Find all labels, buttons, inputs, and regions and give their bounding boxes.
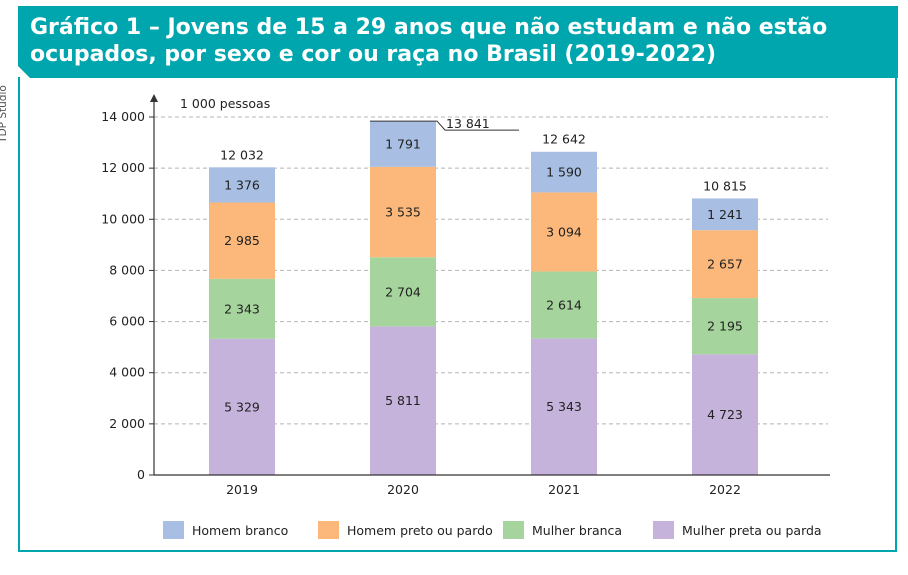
- bar-segment: [692, 230, 758, 299]
- legend-swatch: [163, 521, 184, 539]
- data-label: 2 985: [224, 233, 260, 248]
- data-label: 2 614: [546, 297, 582, 312]
- bar-segment: [531, 271, 597, 339]
- y-axis-unit-label: 1 000 pessoas: [180, 96, 270, 111]
- bar-segment: [531, 192, 597, 272]
- data-label: 2 195: [707, 319, 743, 334]
- y-axis-arrow: [150, 94, 158, 102]
- x-tick-label: 2020: [387, 482, 419, 497]
- legend-swatch: [653, 521, 674, 539]
- bar-segment: [370, 121, 436, 167]
- legend-label: Mulher branca: [532, 523, 622, 538]
- data-label: 2 343: [224, 301, 260, 316]
- data-label: 1 791: [385, 136, 421, 151]
- x-tick-label: 2019: [226, 482, 258, 497]
- y-tick-label: 14 000: [101, 109, 145, 124]
- y-tick-label: 12 000: [101, 160, 145, 175]
- total-label: 13 841: [446, 116, 490, 131]
- data-label: 2 704: [385, 284, 421, 299]
- bar-segment: [370, 326, 436, 475]
- y-tick-label: 6 000: [109, 314, 145, 329]
- title-banner: Gráfico 1 – Jovens de 15 a 29 anos que n…: [18, 6, 898, 78]
- data-label: 1 590: [546, 165, 582, 180]
- bar-segment: [370, 257, 436, 327]
- bar-segment: [370, 166, 436, 258]
- legend-label: Homem branco: [192, 523, 288, 538]
- y-tick-label: 4 000: [109, 365, 145, 380]
- total-label: 12 032: [220, 147, 264, 162]
- bar-segment: [209, 167, 275, 203]
- bar-segment: [531, 151, 597, 193]
- bar-segment: [692, 198, 758, 231]
- data-label: 3 535: [385, 205, 421, 220]
- data-label: 5 343: [546, 399, 582, 414]
- x-tick-label: 2021: [548, 482, 580, 497]
- bar-segment: [692, 298, 758, 355]
- data-label: 4 723: [707, 407, 743, 422]
- data-label: 5 811: [385, 393, 421, 408]
- bar-segment: [692, 354, 758, 475]
- bar-segment: [209, 278, 275, 339]
- y-tick-label: 2 000: [109, 416, 145, 431]
- data-label: 1 376: [224, 177, 260, 192]
- bar-segment: [209, 202, 275, 279]
- chart-box: [18, 77, 897, 552]
- data-label: 1 241: [707, 207, 743, 222]
- legend-label: Mulher preta ou parda: [682, 523, 822, 538]
- data-label: 2 657: [707, 257, 743, 272]
- y-tick-label: 10 000: [101, 211, 145, 226]
- legend-swatch: [318, 521, 339, 539]
- legend-label: Homem preto ou pardo: [347, 523, 493, 538]
- data-label: 5 329: [224, 399, 260, 414]
- chart-title: Gráfico 1 – Jovens de 15 a 29 anos que n…: [30, 15, 828, 67]
- y-tick-label: 0: [137, 467, 145, 482]
- x-tick-label: 2022: [709, 482, 741, 497]
- data-label: 3 094: [546, 224, 582, 239]
- bar-segment: [209, 338, 275, 475]
- total-label: 10 815: [703, 178, 747, 193]
- legend-swatch: [503, 521, 524, 539]
- total-label: 12 642: [542, 132, 586, 147]
- total-leader-line: [370, 120, 519, 131]
- bar-segment: [531, 338, 597, 475]
- y-tick-label: 8 000: [109, 262, 145, 277]
